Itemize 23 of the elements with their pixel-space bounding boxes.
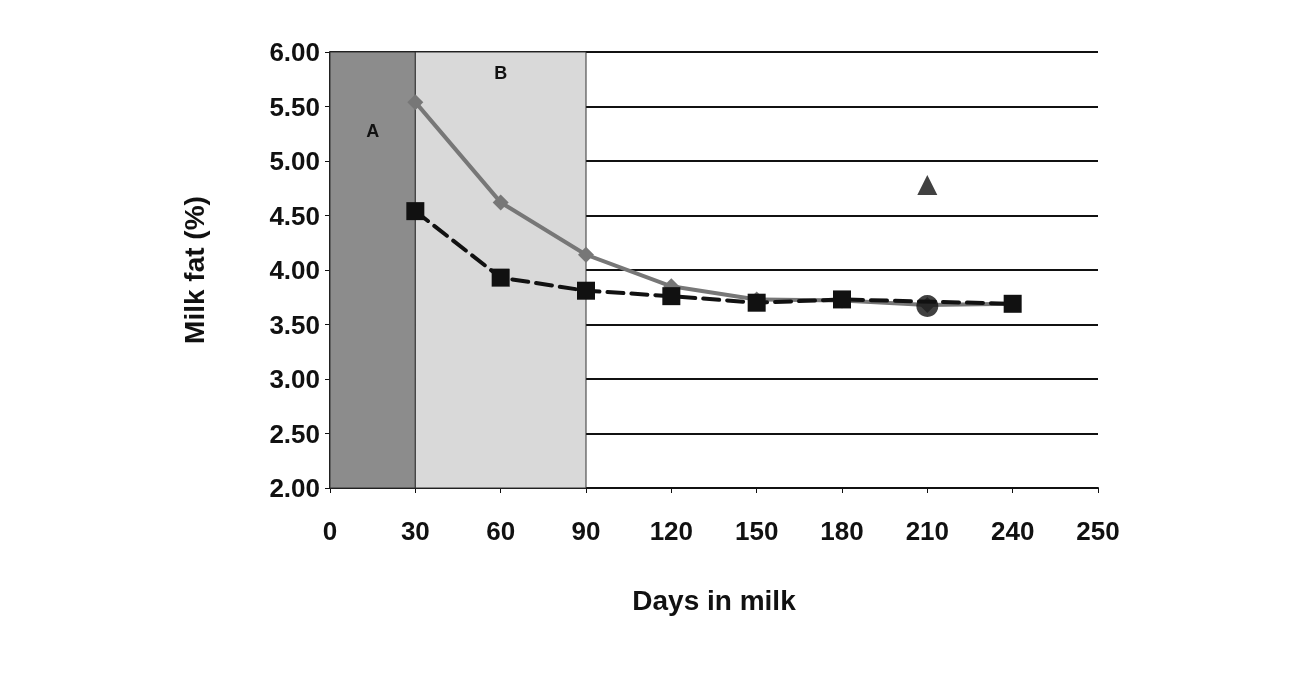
x-tick-label: 0 (322, 516, 338, 546)
y-axis-title: Milk fat (%) (178, 196, 210, 344)
y-tick-label: 2.00 (269, 473, 320, 503)
y-tick-label: 5.50 (269, 91, 320, 122)
y-tick-label: 3.00 (269, 364, 320, 394)
x-tick-label: 210 (905, 516, 950, 546)
y-tick-label: 3.50 (269, 309, 320, 340)
y-tick-label: 6.00 (269, 37, 320, 67)
x-tick-label: 90 (571, 516, 601, 546)
y-tick-label: 4.00 (269, 255, 320, 285)
x-axis-title: Days in milk (632, 584, 797, 616)
y-tick-label: 4.50 (269, 200, 320, 231)
x-tick-label: 240 (990, 516, 1035, 546)
x-tick-label: 120 (649, 516, 694, 546)
x-tick-label: 150 (734, 516, 779, 546)
y-tick-label: 2.50 (269, 418, 320, 449)
band-label: A (366, 120, 380, 141)
x-tick-label: 250 (1076, 516, 1120, 546)
x-tick-label: 30 (400, 516, 430, 546)
band-label: B (494, 62, 508, 83)
y-tick-label: 5.00 (269, 146, 320, 176)
x-tick-label: 60 (486, 516, 516, 546)
x-tick-label: 180 (820, 516, 864, 546)
